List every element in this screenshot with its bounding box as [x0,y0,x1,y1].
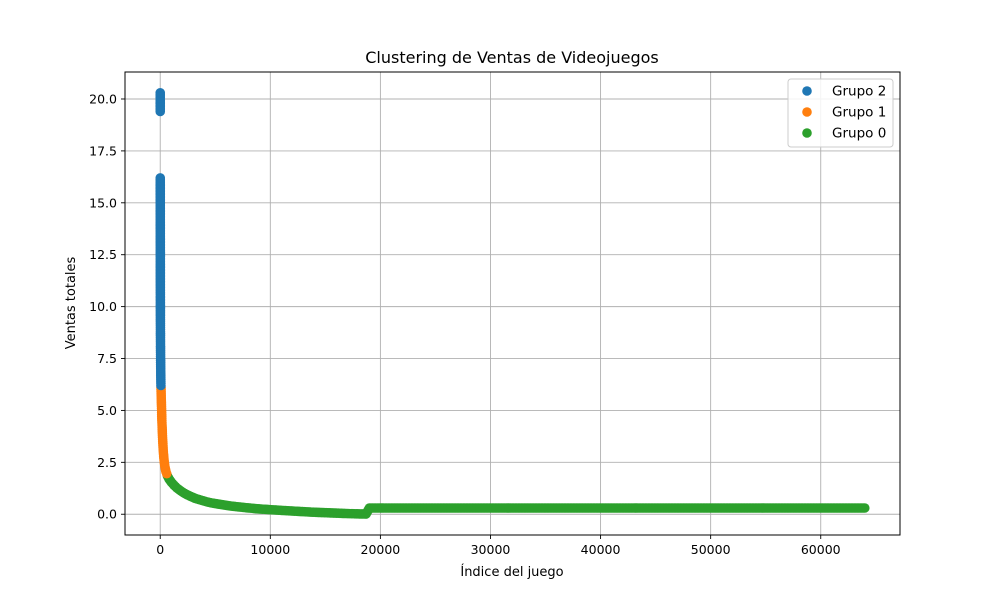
legend-box [787,78,894,148]
y-tick-label: 0.0 [97,507,117,522]
x-tick-label: 50000 [691,542,731,557]
x-tick-label: 60000 [801,542,841,557]
y-tick-label: 10.0 [89,299,117,314]
legend-label: Grupo 2 [832,84,886,100]
y-tick-label: 5.0 [97,403,117,418]
y-tick-label: 20.0 [89,91,117,106]
data-point [859,503,870,513]
x-tick-label: 20000 [361,542,401,557]
x-tick-label: 0 [156,542,164,557]
x-axis-label: Índice del juego [460,564,563,580]
series-grupo-2 [155,87,166,391]
data-point [155,106,166,117]
legend-marker [802,128,812,138]
y-tick-label: 7.5 [97,351,117,366]
legend-label: Grupo 0 [832,126,886,142]
y-tick-label: 12.5 [89,247,117,262]
y-tick-label: 2.5 [97,455,117,470]
chart-title: Clustering de Ventas de Videojuegos [365,48,659,67]
plot-area-frame [124,71,901,536]
y-tick-label: 17.5 [89,143,117,158]
legend: Grupo 2 Grupo 1 Grupo 0 [787,78,894,148]
series-grupo-0 [162,471,870,519]
y-axis-label: Ventas totales [64,256,79,349]
x-axis-ticks: 0 10000 20000 30000 40000 50000 60000 [156,535,841,557]
y-tick-label: 15.0 [89,195,117,210]
y-axis-ticks: 0.0 2.5 5.0 7.5 10.0 12.5 15.0 17.5 20.0 [89,91,125,522]
data-points [155,87,870,519]
legend-marker [802,107,812,117]
grid-lines [125,72,900,535]
data-point [161,468,172,479]
data-point [156,380,166,391]
legend-marker [802,86,812,96]
x-tick-label: 30000 [471,542,511,557]
x-tick-label: 40000 [581,542,621,557]
series-grupo-1 [156,382,172,479]
x-tick-label: 10000 [250,542,290,557]
legend-label: Grupo 1 [832,105,886,121]
